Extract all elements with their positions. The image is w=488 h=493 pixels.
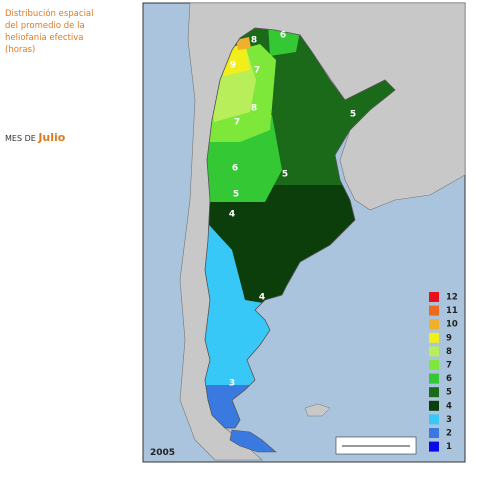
legend-label: 2 <box>446 429 452 439</box>
region-label: 5 <box>350 110 356 120</box>
legend-swatch <box>429 414 439 425</box>
region-label: 8 <box>251 36 257 46</box>
region <box>205 28 302 202</box>
tierra-del-fuego <box>229 429 277 453</box>
region-label: 6 <box>280 31 286 41</box>
region-label: 9 <box>230 61 236 71</box>
legend-label: 10 <box>446 320 458 330</box>
title-line: (horas) <box>5 45 36 55</box>
region-label: 3 <box>229 379 235 389</box>
legend-label: 9 <box>446 333 452 343</box>
region <box>236 37 251 50</box>
islands <box>304 403 331 417</box>
legend-swatch <box>429 400 439 411</box>
scale-bar <box>335 436 417 455</box>
legend-swatch <box>429 292 439 302</box>
month-line: MES DE Julio <box>5 131 65 144</box>
region-label: 5 <box>282 170 288 180</box>
legend-label: 8 <box>446 347 452 357</box>
legend-swatch <box>429 305 439 316</box>
legend-swatch <box>429 360 439 370</box>
legend-swatch <box>429 428 439 438</box>
legend-label: 4 <box>446 401 452 411</box>
month: Julio <box>38 131 66 144</box>
title-line: heliofanía efectiva <box>5 33 84 43</box>
legend-label: 11 <box>446 306 458 316</box>
legend-label: 6 <box>446 374 452 384</box>
region-label: 7 <box>254 66 260 76</box>
legend-label: 1 <box>446 442 452 452</box>
title-block: Distribución espacial del promedio de la h… <box>5 8 140 56</box>
region-label: 5 <box>233 190 239 200</box>
region-label: 8 <box>251 104 257 114</box>
legend-swatch <box>429 319 439 330</box>
region-label: 6 <box>232 164 238 174</box>
legend-label: 12 <box>446 293 458 303</box>
title-line: Distribución espacial <box>5 9 94 19</box>
year: 2005 <box>150 448 175 458</box>
region-label: 4 <box>229 210 235 220</box>
month-prefix: MES DE <box>5 134 36 143</box>
legend-swatch <box>429 387 439 398</box>
region-label: 4 <box>259 293 265 303</box>
legend-swatch <box>429 441 439 452</box>
legend-swatch <box>429 332 439 343</box>
title-line: del promedio de la <box>5 21 85 31</box>
legend-label: 3 <box>446 415 452 425</box>
legend-swatch <box>429 373 439 384</box>
legend-swatch <box>429 346 439 357</box>
legend-label: 7 <box>446 361 452 371</box>
region-label: 7 <box>234 118 240 128</box>
legend-label: 5 <box>446 388 452 398</box>
